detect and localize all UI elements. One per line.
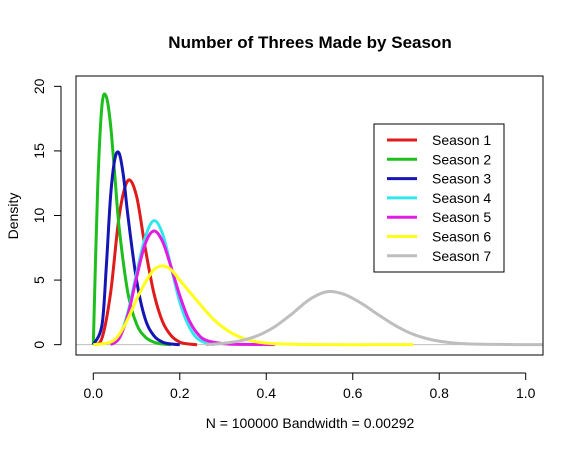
- series-layer: [91, 92, 544, 347]
- legend-box: [373, 123, 505, 273]
- x-tick-label: 0.8: [429, 385, 449, 401]
- x-axis: 0.0 0.2 0.4 0.6 0.8 1.0: [84, 372, 536, 401]
- y-tick-label: 20: [31, 78, 47, 94]
- plot-frame: [75, 75, 544, 356]
- legend-label: Season 4: [432, 190, 491, 206]
- series-line-7: [205, 289, 544, 347]
- x-axis-label: N = 100000 Bandwidth = 0.00292: [206, 415, 415, 431]
- series-line-2: [91, 92, 172, 347]
- legend-label: Season 5: [432, 209, 491, 225]
- legend: Season 1 Season 2 Season 3 Season 4 Season 5…: [373, 123, 505, 273]
- x-tick-label: 1.0: [516, 385, 536, 401]
- chart-title: Number of Threes Made by Season: [168, 33, 451, 52]
- x-tick-label: 0.2: [170, 385, 190, 401]
- legend-label: Season 6: [432, 229, 491, 245]
- legend-label: Season 3: [432, 171, 491, 187]
- y-tick-label: 0: [31, 341, 47, 349]
- y-tick-label: 5: [31, 276, 47, 284]
- series-line-6: [93, 264, 414, 347]
- legend-label: Season 2: [432, 151, 491, 167]
- legend-label: Season 1: [432, 132, 491, 148]
- y-tick-label: 15: [31, 143, 47, 159]
- legend-label: Season 7: [432, 248, 491, 264]
- y-tick-label: 10: [31, 208, 47, 224]
- x-tick-label: 0.4: [257, 385, 277, 401]
- x-tick-label: 0.0: [84, 385, 104, 401]
- y-axis-label: Density: [5, 193, 21, 240]
- x-tick-label: 0.6: [343, 385, 363, 401]
- y-axis: 0 5 10 15 20: [31, 78, 62, 349]
- series-line-3: [91, 150, 180, 347]
